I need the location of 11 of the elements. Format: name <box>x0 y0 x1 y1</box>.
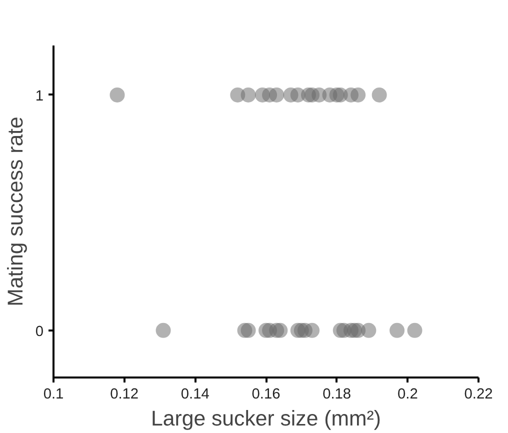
y-axis-title: Mating success rate <box>3 116 28 306</box>
x-tick-label: 0.1 <box>43 386 64 402</box>
y-tick-label: 0 <box>35 324 44 340</box>
x-axis-title: Large sucker size (mm²) <box>151 406 381 430</box>
x-tick-label: 0.22 <box>464 386 493 402</box>
x-tick-label: 0.16 <box>252 386 280 402</box>
y-tick-label: 1 <box>35 88 44 104</box>
x-tick-label: 0.14 <box>180 386 210 402</box>
x-tick-label: 0.2 <box>397 386 418 402</box>
x-tick-label: 0.12 <box>110 386 139 402</box>
x-tick-label: 0.18 <box>322 386 352 402</box>
